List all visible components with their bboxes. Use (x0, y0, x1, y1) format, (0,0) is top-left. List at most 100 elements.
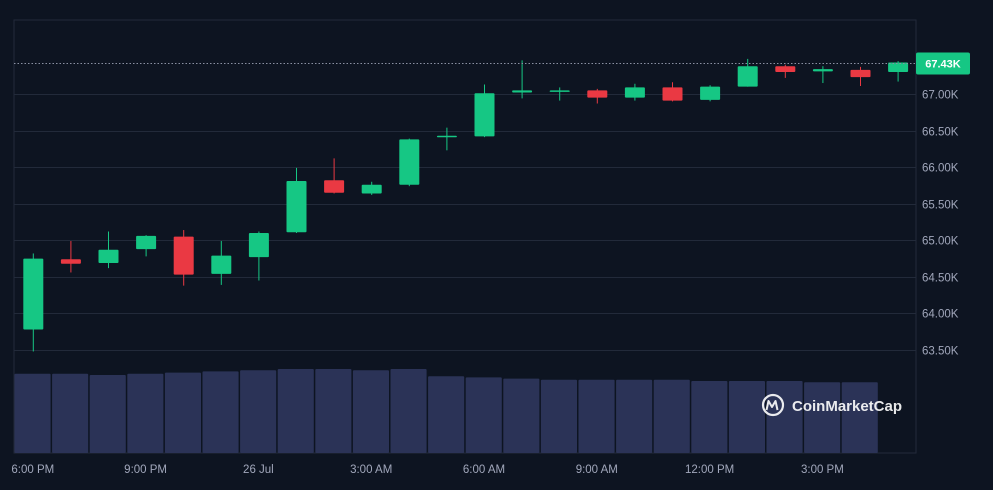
volume-bar (240, 370, 277, 453)
volume-bar (89, 375, 126, 453)
volume-bar (164, 372, 201, 453)
candle-body (737, 66, 758, 87)
volume-bar (804, 382, 841, 453)
candle-body (324, 180, 345, 193)
x-tick-label: 9:00 PM (124, 464, 167, 476)
grid-layer (13, 19, 917, 454)
volume-bar (766, 381, 803, 453)
x-tick-label: 12:00 PM (685, 464, 734, 476)
candle-body (888, 62, 909, 73)
candle-body (60, 259, 81, 264)
candle-up (436, 127, 457, 151)
x-tick-label: 6:00 AM (463, 464, 505, 476)
y-tick-label: 64.00K (922, 309, 959, 321)
candle-up (136, 235, 157, 257)
candle-up (812, 66, 833, 84)
candle-down (324, 158, 345, 194)
y-tick-label: 63.50K (922, 346, 959, 358)
x-tick-label: 9:00 AM (576, 464, 618, 476)
volume-bar (14, 373, 51, 453)
candle-body (587, 90, 608, 98)
candle-layer (23, 58, 909, 352)
x-tick-label: 3:00 PM (801, 464, 844, 476)
candle-body (474, 93, 495, 137)
candle-body (399, 139, 420, 185)
candle-down (662, 82, 683, 102)
volume-bar (578, 379, 615, 453)
candle-up (23, 253, 44, 352)
volume-bar (277, 369, 314, 453)
candle-body (286, 181, 307, 233)
candle-body (850, 69, 871, 78)
candle-body (136, 235, 157, 250)
candle-down (850, 66, 871, 86)
candle-body (624, 87, 645, 98)
current-price-badge (916, 52, 970, 75)
volume-bar (127, 373, 164, 453)
y-tick-label: 65.50K (922, 200, 959, 212)
candle-up (474, 84, 495, 138)
watermark-text: CoinMarketCap (792, 398, 902, 415)
current-price-label: 67.43K (925, 59, 961, 71)
candle-up (98, 231, 119, 269)
candle-body (512, 90, 533, 93)
candle-down (173, 230, 194, 286)
candle-body (173, 236, 194, 275)
volume-bar (352, 370, 389, 453)
volume-bar (841, 382, 878, 453)
axis-layer: 63.50K 64.00K 64.50K 65.00K 65.50K 66.00K 66.5… (11, 90, 958, 477)
candle-up (286, 167, 307, 233)
candle-body (662, 87, 683, 101)
volume-bar (428, 376, 465, 453)
volume-bar (503, 378, 540, 453)
candle-up (888, 61, 909, 82)
volume-bar (202, 371, 239, 453)
plot-frame (13, 19, 917, 454)
y-tick-label: 66.00K (922, 163, 959, 175)
candle-body (211, 255, 232, 274)
volume-bar (691, 381, 728, 453)
volume-bar (315, 369, 352, 453)
candle-body (812, 69, 833, 72)
candle-up (512, 60, 533, 99)
candle-up (248, 231, 269, 281)
candle-up (361, 181, 382, 195)
current-price-layer: 67.43K (14, 52, 970, 75)
volume-bar (728, 381, 765, 453)
y-tick-label: 66.50K (922, 127, 959, 139)
candle-down (60, 241, 81, 273)
candle-body (98, 249, 119, 263)
candle-body (436, 135, 457, 138)
candle-up (399, 138, 420, 187)
x-tick-label: 6:00 PM (11, 464, 54, 476)
candle-up (211, 241, 232, 285)
candle-down (775, 64, 796, 78)
candle-up (700, 85, 721, 102)
candle-up (737, 58, 758, 87)
candle-body (549, 90, 570, 92)
volume-bar (540, 379, 577, 453)
candle-body (23, 258, 44, 330)
coinmarketcap-logo-icon (761, 393, 785, 417)
volume-layer (14, 369, 878, 453)
candle-up (549, 87, 570, 101)
volume-bar (390, 369, 427, 453)
coinmarketcap-watermark: CoinMarketCap (761, 393, 902, 417)
x-tick-label: 3:00 AM (350, 464, 392, 476)
candle-body (700, 86, 721, 100)
x-tick-label: 26 Jul (243, 464, 274, 476)
y-tick-label: 65.00K (922, 236, 959, 248)
candle-body (248, 232, 269, 258)
y-tick-label: 67.00K (922, 90, 959, 102)
volume-bar (52, 373, 89, 453)
candle-body (361, 184, 382, 194)
candle-up (624, 83, 645, 101)
y-tick-label: 64.50K (922, 273, 959, 285)
candle-down (587, 88, 608, 104)
candle-body (775, 66, 796, 73)
volume-bar (653, 379, 690, 453)
volume-bar (616, 379, 653, 453)
volume-bar (465, 377, 502, 453)
